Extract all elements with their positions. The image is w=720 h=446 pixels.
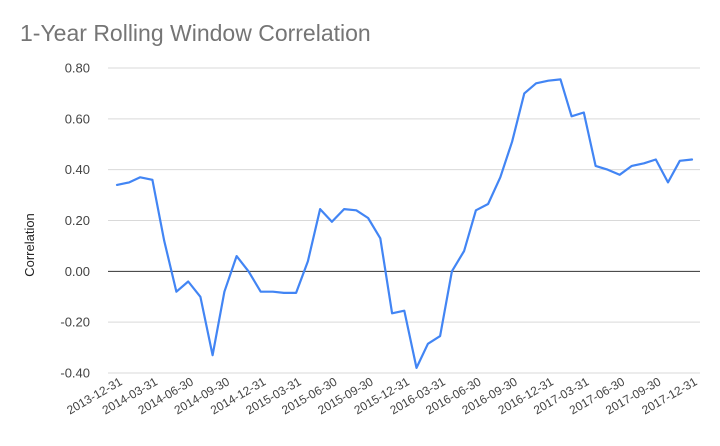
chart-title: 1-Year Rolling Window Correlation [20, 20, 371, 46]
series-layer [115, 78, 694, 369]
y-tick-label: 0.40 [65, 162, 90, 177]
y-tick-label: 0.60 [65, 111, 90, 126]
gridlines [108, 67, 700, 374]
y-tick-label: 0.00 [65, 264, 90, 279]
y-axis-ticks: 0.80 0.60 0.40 0.20 0.00 -0.20 -0.40 [60, 61, 90, 381]
y-axis-label: Correlation [22, 213, 37, 277]
y-tick-label: 0.80 [65, 61, 90, 76]
x-axis-ticks: 2013-12-312014-03-312014-06-302014-09-30… [64, 374, 699, 417]
series-line [115, 78, 694, 369]
y-tick-label: 0.20 [65, 213, 90, 228]
y-tick-label: -0.20 [60, 315, 90, 330]
y-tick-label: -0.40 [60, 366, 90, 381]
